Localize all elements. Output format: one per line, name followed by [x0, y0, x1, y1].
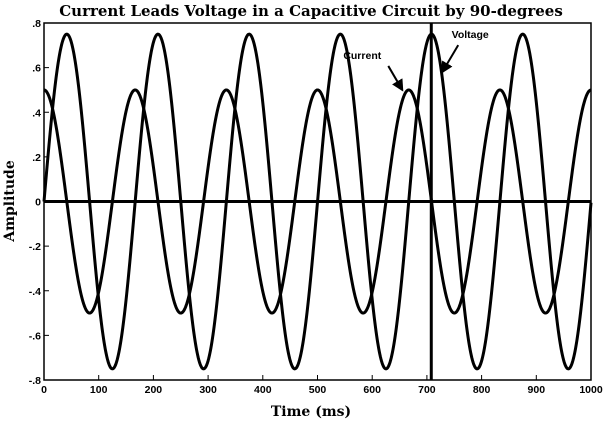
x-tick-label: 500	[309, 384, 327, 396]
annotation-label-voltage: Voltage	[452, 29, 489, 41]
y-tick-label: .2	[32, 152, 41, 164]
annotation-arrow	[387, 65, 404, 92]
x-tick-label: 700	[418, 384, 436, 396]
y-tick-label: -.4	[29, 286, 41, 298]
x-tick-label: 400	[254, 384, 272, 396]
y-tick-label: -.8	[29, 375, 41, 387]
chart-title: Current Leads Voltage in a Capacitive Ci…	[59, 2, 563, 20]
x-tick-label: 600	[363, 384, 381, 396]
ticks-layer: 0 100 200 300 400 500 600 700 800 900 1000 .8 .6 .4 .2…	[29, 18, 603, 396]
x-tick-label: 0	[41, 384, 47, 396]
y-axis-label: Amplitude	[2, 160, 18, 243]
y-tick-label: .4	[32, 107, 41, 119]
x-tick-label: 200	[145, 384, 163, 396]
y-tick-label: .8	[32, 18, 41, 30]
annotation-label-current: Current	[343, 50, 381, 62]
series-line-voltage	[42, 32, 593, 371]
x-tick-label: 1000	[579, 384, 603, 396]
x-tick-label: 300	[199, 384, 217, 396]
x-axis-label: Time (ms)	[271, 404, 351, 420]
y-tick-label: 0	[35, 197, 41, 209]
y-tick-label: -.6	[29, 330, 41, 342]
series-layer	[42, 23, 593, 380]
y-tick-label: -.2	[29, 241, 41, 253]
x-tick-label: 100	[90, 384, 108, 396]
y-tick-label: .6	[32, 63, 41, 75]
annotation-arrow	[441, 44, 460, 74]
annotation-layer: Current Voltage	[343, 29, 489, 92]
x-tick-label: 900	[528, 384, 546, 396]
x-tick-label: 800	[473, 384, 491, 396]
series-line-current	[43, 88, 592, 315]
